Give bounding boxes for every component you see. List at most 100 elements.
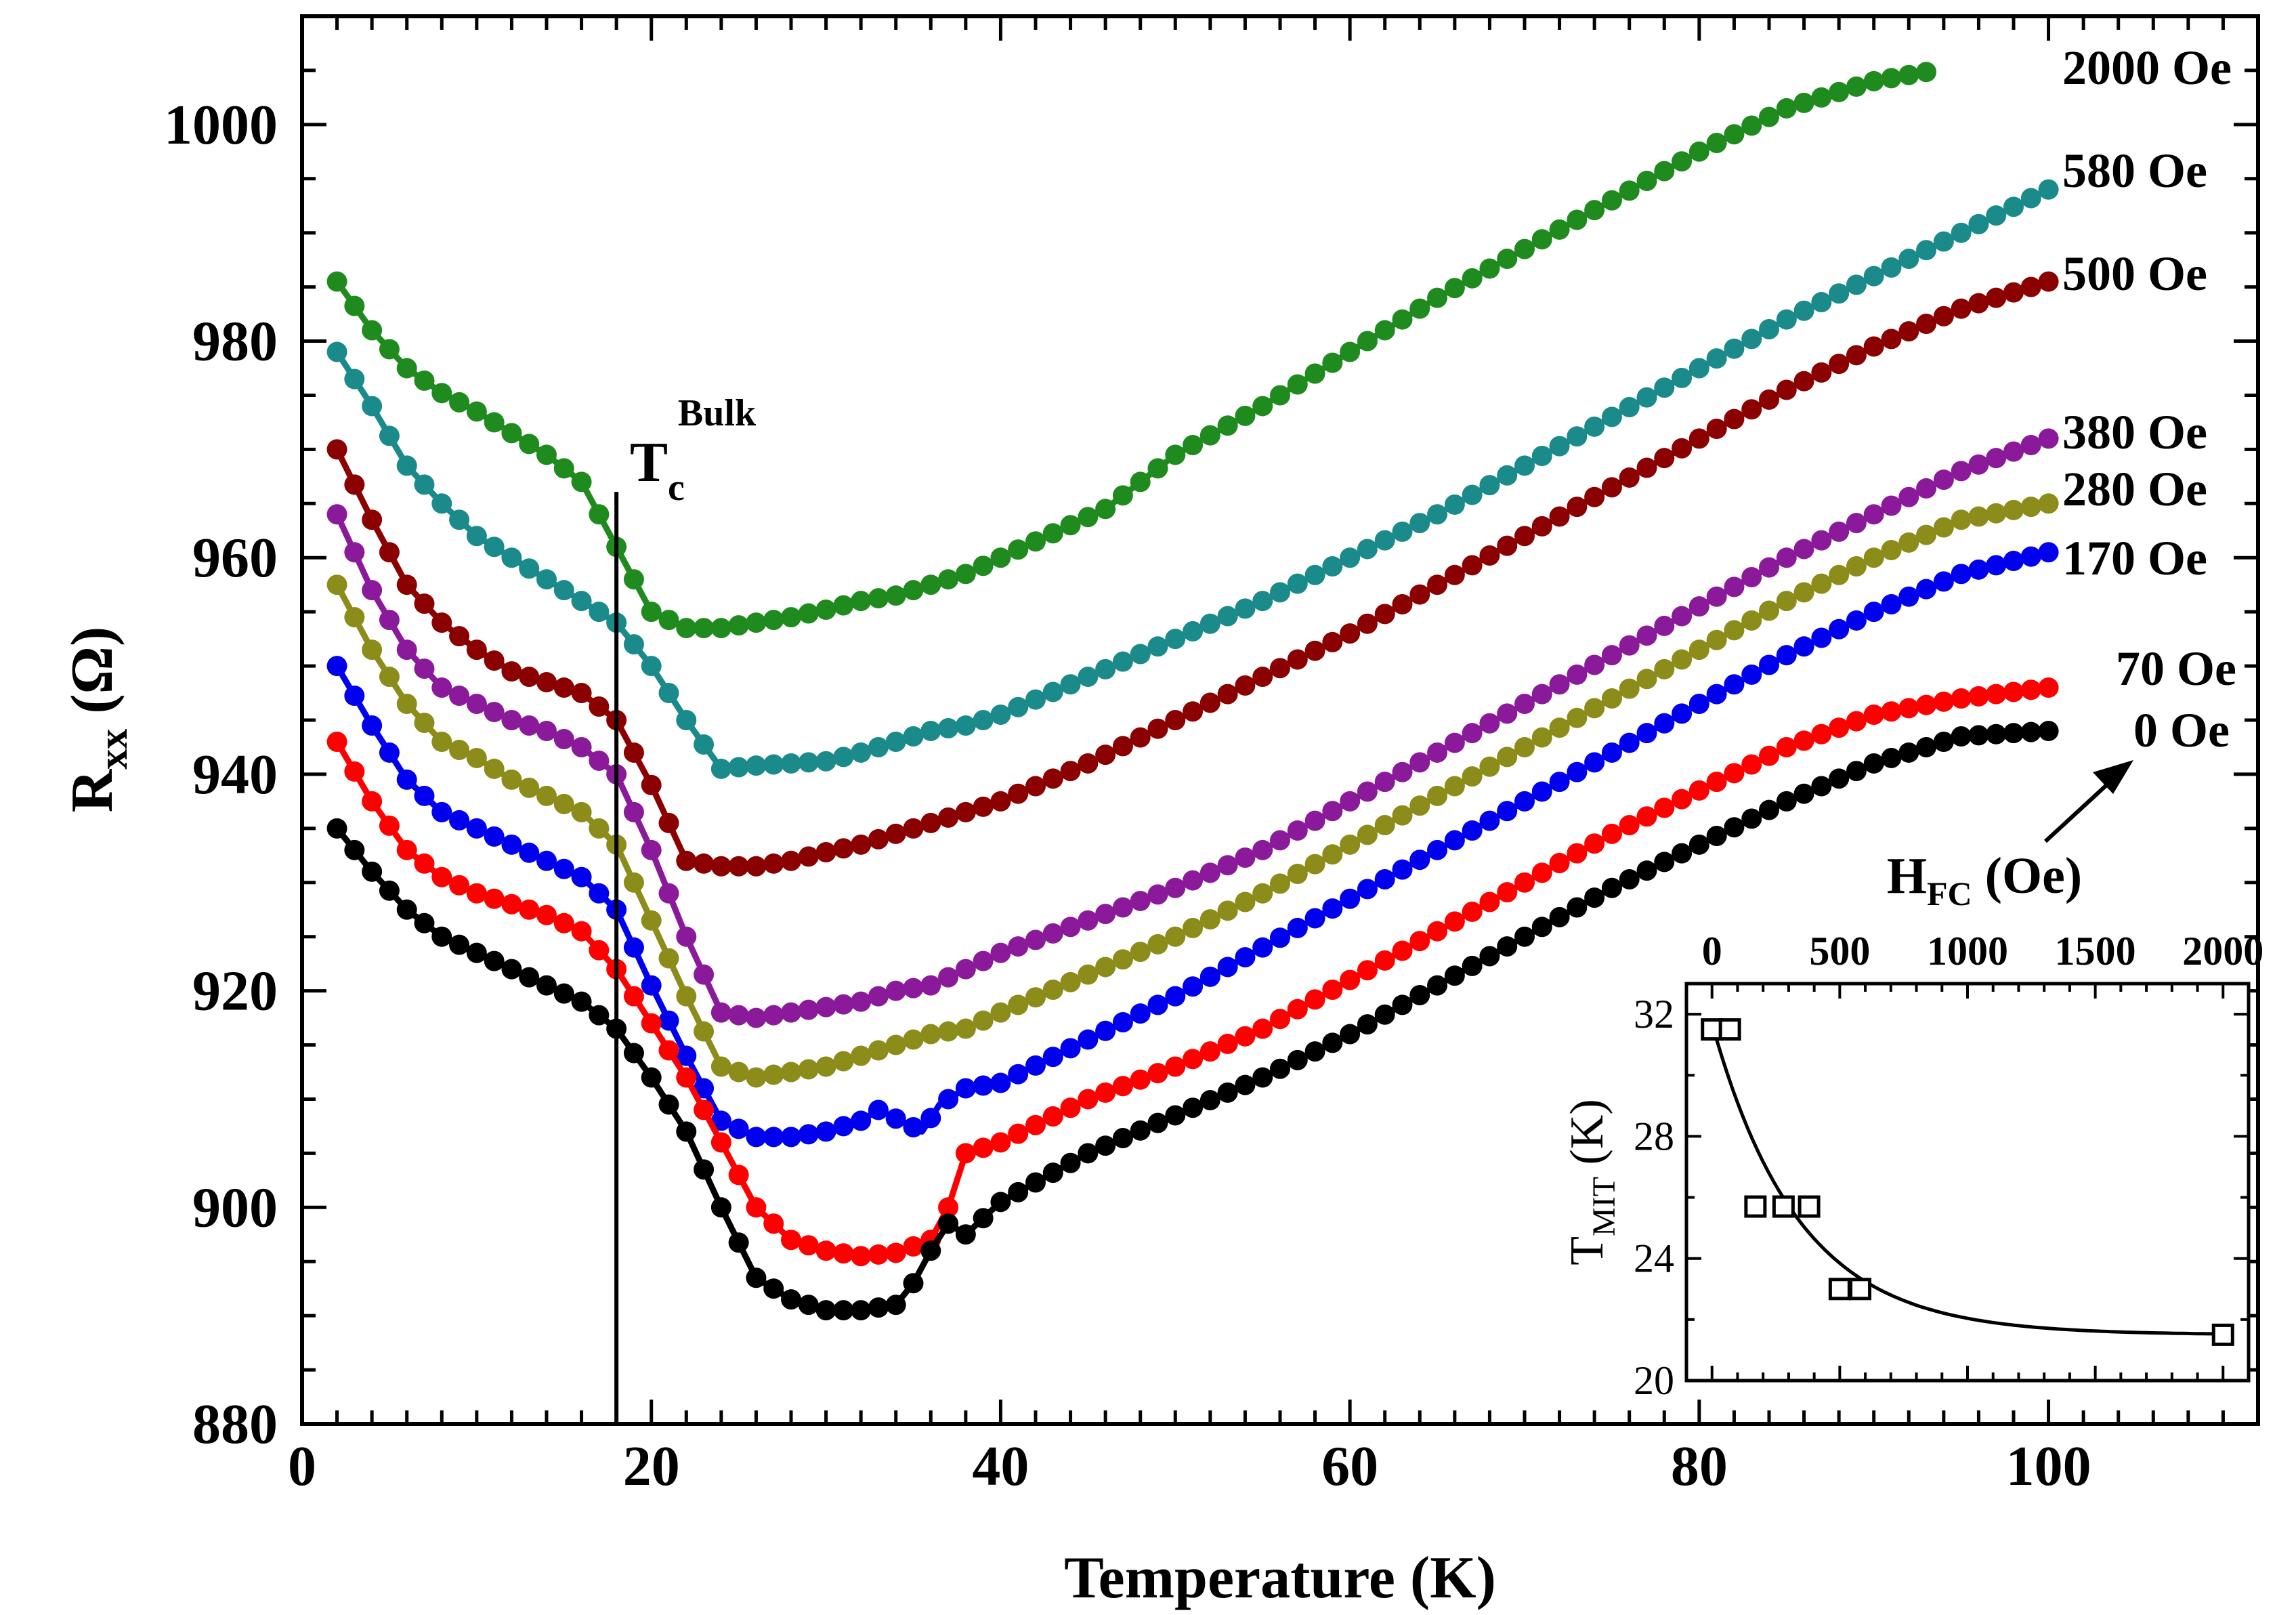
series-point (1549, 852, 1570, 873)
series-point (396, 694, 417, 715)
series-point (1793, 730, 1814, 751)
series-point (1130, 471, 1151, 492)
series-point (2003, 441, 2024, 462)
series-point (536, 975, 557, 996)
series-point (955, 1018, 976, 1039)
series-point (1392, 593, 1413, 614)
tc-main: T (630, 431, 668, 494)
series-point (1199, 1041, 1220, 1062)
series-point (728, 757, 749, 778)
series-point (1322, 980, 1343, 1001)
series-point (1147, 994, 1168, 1015)
series-point (1008, 936, 1029, 957)
series-point (1008, 696, 1029, 717)
series-2 (326, 271, 2059, 877)
series-line (334, 186, 2050, 772)
series-point (623, 1043, 644, 1064)
series-point (571, 591, 592, 612)
inset-point (1828, 1278, 1851, 1301)
series-point (763, 1278, 784, 1299)
series-point (920, 1240, 941, 1261)
series-point (1567, 426, 1588, 447)
series-point (623, 634, 644, 655)
series-point (344, 686, 365, 707)
series-point (1392, 940, 1413, 961)
series-point (1060, 1038, 1081, 1059)
series-point (1270, 658, 1290, 679)
series-point (1078, 1089, 1099, 1110)
series-point (501, 959, 522, 980)
series-point (1514, 238, 1535, 259)
series-point (1933, 691, 1954, 712)
series-point (1601, 742, 1622, 763)
series-point (1968, 293, 1989, 314)
series-point (431, 926, 452, 947)
series-point (763, 1127, 784, 1148)
inset-x-unit: (Oe) (1972, 847, 2082, 904)
inset-x-tick-label: 1000 (1927, 929, 2008, 973)
series-point (1287, 649, 1308, 670)
series-point (449, 739, 470, 760)
series-point (1497, 747, 1518, 768)
series-point (1741, 610, 1762, 631)
series-label: 70 Oe (2116, 642, 2236, 696)
series-point (1619, 678, 1640, 699)
series-point (1898, 321, 1919, 342)
series-point (1759, 600, 1779, 621)
series-point (1095, 904, 1116, 925)
series-point (1986, 448, 2007, 469)
series-point (1304, 564, 1325, 585)
series-point (1217, 606, 1238, 627)
series-point (1863, 70, 1884, 91)
series-point (1444, 965, 1465, 986)
series-point (676, 926, 697, 947)
series-point (833, 1300, 854, 1321)
series-point (536, 785, 557, 806)
series-point (1147, 458, 1168, 479)
series-point (1042, 768, 1063, 789)
series-point (1863, 336, 1884, 357)
series-point (1933, 517, 1954, 538)
series-point (519, 899, 540, 920)
series-point (1636, 625, 1657, 646)
series-point (1462, 901, 1483, 922)
series-point (1776, 736, 1797, 757)
series-point (920, 975, 941, 996)
series-point (501, 834, 522, 855)
series-point (1199, 613, 1220, 634)
inset-point (1798, 1195, 1821, 1218)
series-point (1636, 457, 1657, 478)
series-point (1497, 801, 1518, 822)
series-point (553, 858, 574, 879)
series-point (955, 564, 976, 585)
series-point (1724, 124, 1745, 145)
series-point (466, 526, 487, 547)
series-point (2003, 723, 2024, 744)
series-point (1112, 1011, 1133, 1032)
series-point (1951, 564, 1972, 585)
series-point (1514, 736, 1535, 757)
series-point (763, 1064, 784, 1085)
x-tick-label: 80 (1671, 1435, 1728, 1498)
series-point (344, 474, 365, 495)
series-point (1881, 495, 1902, 516)
series-point (1706, 826, 1727, 847)
series-label: 2000 Oe (2062, 41, 2232, 95)
series-point (1095, 744, 1116, 765)
series-point (1863, 705, 1884, 726)
series-point (379, 815, 400, 836)
series-point (519, 842, 540, 863)
series-point (1497, 465, 1518, 486)
series-point (1951, 688, 1972, 709)
series-point (326, 439, 347, 460)
series-point (1165, 926, 1186, 947)
series-point (833, 994, 854, 1015)
series-point (1916, 478, 1937, 499)
series-point (1986, 287, 2007, 308)
series-point (798, 846, 819, 867)
series-point (1444, 278, 1465, 299)
series-point (1025, 929, 1046, 950)
x-tick-label: 40 (972, 1435, 1029, 1498)
